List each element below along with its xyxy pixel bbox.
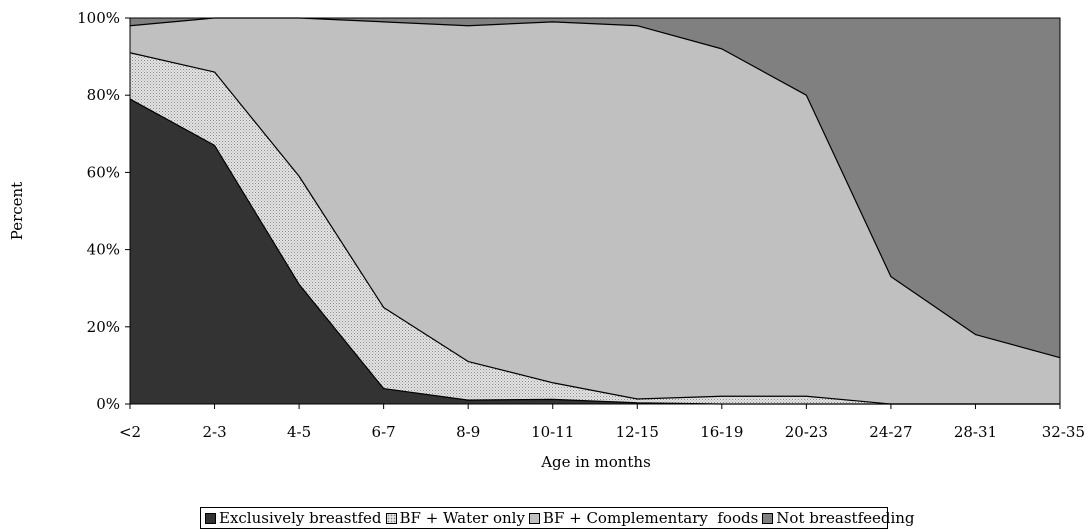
area-bf-water-only: [130, 52, 1060, 405]
legend: Exclusively breastfed BF + Water only BF…: [200, 507, 915, 529]
area-not-breastfeeding: [130, 18, 1060, 358]
x-tick-label: 28-31: [954, 423, 997, 441]
x-axis: <2 2-3 4-5 6-7 8-9 10-11 12-15 16-19 20-23 24-27 2…: [119, 404, 1085, 441]
legend-item-bf-complementary-foods: BF + Complementary foods: [528, 509, 759, 527]
y-tick-label: 80%: [87, 86, 120, 104]
x-tick-label: 4-5: [287, 423, 311, 441]
legend-item-exclusively-breastfed: Exclusively breastfed: [205, 509, 382, 527]
plot-frame: [129, 17, 1061, 405]
y-axis: 0% 20% 40% 60% 80% 100%: [77, 9, 130, 413]
y-tick-label: 0%: [96, 395, 120, 413]
x-tick-label: 6-7: [372, 423, 396, 441]
legend-label-bf-water-only: BF + Water only: [399, 509, 525, 527]
area-exclusively-breastfed: [130, 99, 1060, 404]
y-tick-label: 100%: [77, 9, 120, 27]
x-tick-label: 32-35: [1042, 423, 1085, 441]
legend-swatch-exclusively-breastfed: [205, 512, 216, 524]
x-tick-label: 20-23: [785, 423, 828, 441]
x-tick-label: 10-11: [531, 423, 574, 441]
y-axis-title: Percent: [8, 182, 26, 240]
x-tick-label: <2: [119, 423, 141, 441]
area-bf-complementary-foods: [130, 18, 1060, 404]
chart: 0% 20% 40% 60% 80% 100% <2 2-3 4-5 6-7 8-9 10-11 12…: [8, 9, 1085, 471]
legend-item-not-breastfeeding: Not breastfeeding: [762, 509, 915, 527]
x-tick-label: 16-19: [700, 423, 743, 441]
legend-swatch-bf-complementary-foods: [528, 512, 540, 524]
x-tick-label: 12-15: [616, 423, 659, 441]
legend-swatch-not-breastfeeding: [762, 512, 774, 524]
legend-item-bf-water-only: BF + Water only: [385, 509, 525, 527]
y-tick-label: 60%: [87, 163, 120, 181]
x-tick-label: 2-3: [202, 423, 226, 441]
legend-swatch-bf-water-only: [385, 512, 397, 524]
y-tick-label: 20%: [87, 318, 120, 336]
legend-label-exclusively-breastfed: Exclusively breastfed: [219, 509, 382, 527]
legend-label-not-breastfeeding: Not breastfeeding: [776, 509, 915, 527]
legend-label-bf-complementary-foods: BF + Complementary foods: [542, 509, 759, 527]
plot-areas: [130, 18, 1060, 405]
x-tick-label: 8-9: [456, 423, 480, 441]
y-tick-label: 40%: [87, 241, 120, 259]
x-tick-label: 24-27: [869, 423, 912, 441]
x-axis-title: Age in months: [540, 453, 651, 471]
